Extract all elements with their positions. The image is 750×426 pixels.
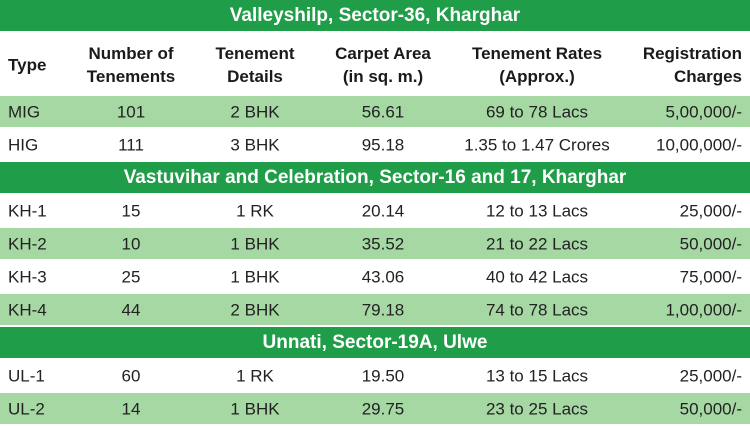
header-text: Tenement: [215, 43, 295, 63]
table-cell: 19.50: [361, 366, 405, 385]
table-cell: 21 to 22 Lacs: [485, 234, 589, 253]
table-cell: 60: [121, 366, 141, 385]
table-cell: 5,00,000/-: [665, 102, 742, 121]
header-cell: Type: [8, 53, 46, 76]
table-cell: 50,000/-: [679, 234, 742, 253]
table-row: UL-2 14 1 BHK 29.75 23 to 25 Lacs 50,000/-: [0, 393, 750, 426]
table-cell: 14: [121, 399, 141, 418]
table-cell: 50,000/-: [679, 399, 742, 418]
header-text: Details: [227, 66, 283, 86]
table-cell: 25,000/-: [679, 366, 742, 385]
header-text: Registration: [642, 43, 742, 63]
table-cell: 12 to 13 Lacs: [485, 201, 589, 220]
table-cell: KH-2: [8, 234, 47, 253]
table-cell: 10,00,000/-: [655, 135, 742, 154]
table-cell: 111: [118, 135, 144, 154]
table-cell: 1 RK: [236, 201, 274, 220]
table-cell: HIG: [8, 135, 39, 154]
header-cell: Carpet Area (in sq. m.): [283, 42, 483, 88]
table-cell: 95.18: [361, 135, 405, 154]
table-cell: 1 BHK: [230, 267, 280, 286]
table-cell: 79.18: [361, 300, 405, 319]
table-cell: KH-4: [8, 300, 47, 319]
section-title-bar: Unnati, Sector-19A, Ulwe: [0, 327, 750, 360]
table-cell: 25,000/-: [679, 201, 742, 220]
table-cell: 2 BHK: [230, 102, 280, 121]
table-cell: 101: [116, 102, 146, 121]
header-text: Tenement Rates: [471, 43, 603, 63]
header-text: Type: [8, 55, 47, 74]
table-cell: UL-1: [8, 366, 45, 385]
table-row: KH-1 15 1 RK 20.14 12 to 13 Lacs 25,000/-: [0, 195, 750, 228]
header-text: Carpet Area: [335, 43, 431, 63]
table-cell: 2 BHK: [230, 300, 280, 319]
table-cell: 69 to 78 Lacs: [485, 102, 589, 121]
table-cell: KH-3: [8, 267, 47, 286]
table-cell: KH-1: [8, 201, 47, 220]
table-cell: 1 RK: [236, 366, 274, 385]
header-text: Number of: [88, 43, 174, 63]
section-title: Vastuvihar and Celebration, Sector-16 an…: [123, 166, 627, 188]
table-cell: 35.52: [361, 234, 405, 253]
table-cell: 1,00,000/-: [665, 300, 742, 319]
table-cell: 40 to 42 Lacs: [485, 267, 589, 286]
table-cell: 56.61: [361, 102, 405, 121]
table-cell: 1 BHK: [230, 399, 280, 418]
table-cell: MIG: [8, 102, 41, 121]
table-cell: 75,000/-: [679, 267, 742, 286]
table-row: UL-1 60 1 RK 19.50 13 to 15 Lacs 25,000/-: [0, 360, 750, 393]
table-cell: 44: [121, 300, 141, 319]
table-cell: 29.75: [361, 399, 405, 418]
header-cell: Number of Tenements: [31, 42, 231, 88]
header-cell: Tenement Details: [155, 42, 355, 88]
table-cell: 1 BHK: [230, 234, 280, 253]
section-title-bar: Vastuvihar and Celebration, Sector-16 an…: [0, 162, 750, 195]
header-text: Charges: [673, 66, 742, 86]
table-row: KH-3 25 1 BHK 43.06 40 to 42 Lacs 75,000/-: [0, 261, 750, 294]
header-text: (Approx.): [499, 66, 575, 86]
table-cell: 10: [121, 234, 141, 253]
table-cell: 74 to 78 Lacs: [485, 300, 589, 319]
header-row: Type Number of Tenements Tenement Details Car…: [0, 33, 750, 96]
table-cell: 43.06: [361, 267, 405, 286]
table-cell: 13 to 15 Lacs: [485, 366, 589, 385]
table-cell: 1.35 to 1.47 Crores: [464, 135, 610, 154]
table-cell: UL-2: [8, 399, 45, 418]
table-cell: 3 BHK: [230, 135, 280, 154]
table-row: KH-4 44 2 BHK 79.18 74 to 78 Lacs 1,00,000/-: [0, 294, 750, 327]
section-title: Valleyshilp, Sector-36, Kharghar: [229, 4, 521, 26]
table-cell: 25: [121, 267, 141, 286]
section-title: Unnati, Sector-19A, Ulwe: [262, 331, 488, 353]
table-row: KH-2 10 1 BHK 35.52 21 to 22 Lacs 50,000/-: [0, 228, 750, 261]
header-text: Tenements: [86, 66, 176, 86]
section-title-bar: Valleyshilp, Sector-36, Kharghar: [0, 0, 750, 33]
table-cell: 20.14: [361, 201, 405, 220]
table-row: HIG 111 3 BHK 95.18 1.35 to 1.47 Crores 10,00…: [0, 129, 750, 162]
header-text: (in sq. m.): [342, 66, 424, 86]
table-cell: 15: [121, 201, 141, 220]
table-row: MIG 101 2 BHK 56.61 69 to 78 Lacs 5,00,000/-: [0, 96, 750, 129]
header-cell: Registration Charges: [643, 42, 742, 88]
table-cell: 23 to 25 Lacs: [485, 399, 589, 418]
header-cell: Tenement Rates (Approx.): [437, 42, 637, 88]
